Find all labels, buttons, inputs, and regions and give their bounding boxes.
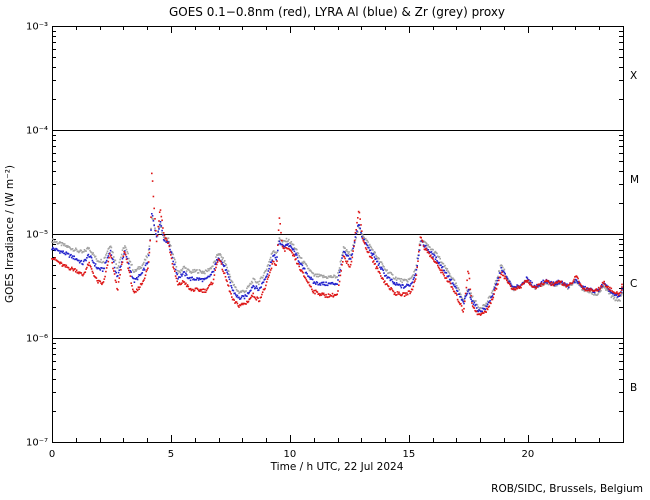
series-grey bbox=[51, 217, 623, 311]
credit-text: ROB/SIDC, Brussels, Belgium bbox=[491, 483, 643, 495]
x-tick-label: 0 bbox=[49, 449, 55, 460]
x-axis-label: Time / h UTC, 22 Jul 2024 bbox=[270, 461, 404, 473]
y-tick-label: 10⁻³ bbox=[26, 22, 48, 33]
data-series-dots bbox=[51, 172, 623, 316]
x-tick-label: 20 bbox=[521, 449, 534, 460]
plot-axes bbox=[52, 26, 624, 443]
x-tick-label: 10 bbox=[284, 449, 297, 460]
flare-class-label: X bbox=[630, 70, 637, 82]
flare-class-labels: X M C B bbox=[630, 70, 639, 394]
flare-class-threshold-lines bbox=[52, 130, 623, 339]
series-blue bbox=[51, 213, 623, 313]
flare-class-label: C bbox=[630, 278, 637, 290]
x-tick-label: 5 bbox=[168, 449, 174, 460]
y-tick-label: 10⁻⁵ bbox=[26, 230, 48, 241]
y-tick-label: 10⁻⁷ bbox=[26, 438, 48, 449]
y-tick-label: 10⁻⁴ bbox=[26, 126, 48, 137]
flare-class-label: B bbox=[630, 382, 637, 394]
y-tick-labels: 10⁻³ 10⁻⁴ 10⁻⁵ 10⁻⁶ 10⁻⁷ bbox=[26, 22, 48, 449]
y-tick-label: 10⁻⁶ bbox=[26, 334, 48, 345]
y-axis-label: GOES Irradiance / (W m⁻²) bbox=[4, 165, 16, 303]
flare-class-label: M bbox=[630, 174, 639, 186]
chart-title: GOES 0.1−0.8nm (red), LYRA Al (blue) & Z… bbox=[169, 5, 505, 19]
x-tick-labels: 0 5 10 15 20 bbox=[49, 449, 534, 460]
x-tick-label: 15 bbox=[403, 449, 416, 460]
series-red bbox=[51, 172, 623, 316]
